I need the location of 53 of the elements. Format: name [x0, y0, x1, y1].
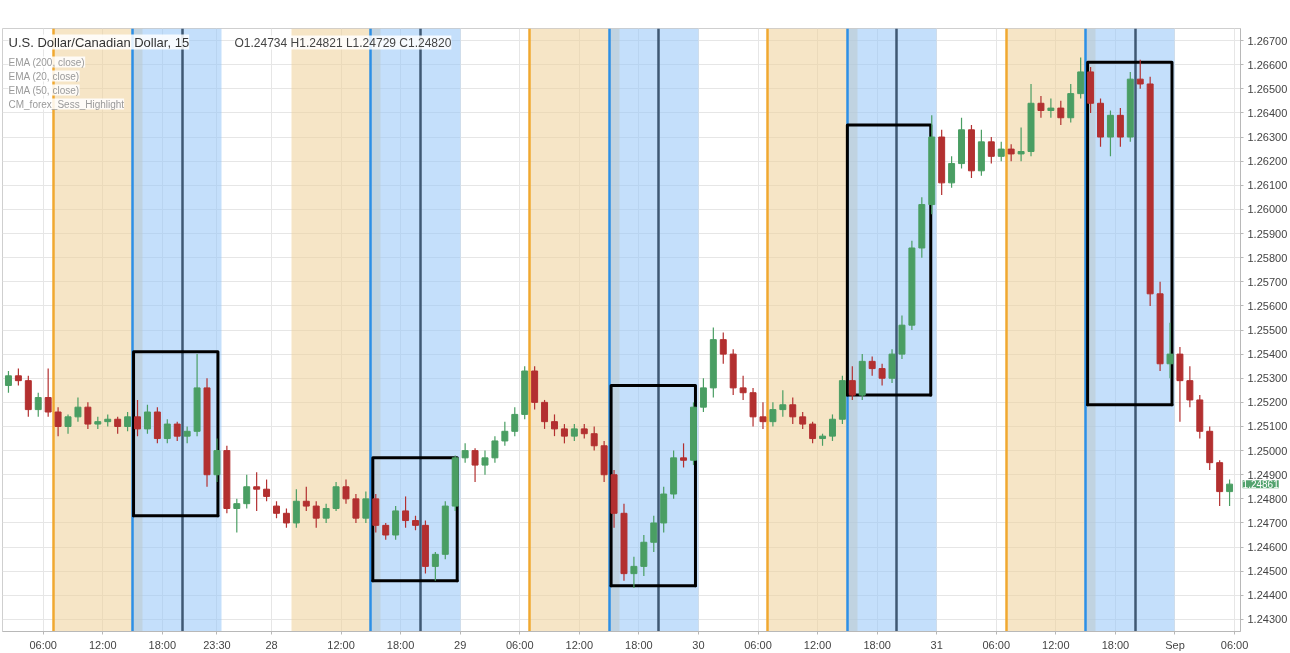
y-tick-label: 1.25600 [1247, 299, 1288, 312]
annotation: EMA (200, close) [8, 56, 85, 68]
x-tick-label: 12:00 [327, 638, 355, 651]
y-tick-label: 1.26000 [1247, 203, 1288, 216]
y-tick-label: 1.26500 [1247, 82, 1288, 95]
x-tick-label: 06:00 [29, 638, 57, 651]
x-tick-label: 30 [692, 638, 705, 651]
y-tick-label: 1.25700 [1247, 275, 1288, 288]
x-tick-label: 12:00 [1042, 638, 1070, 651]
y-tick-label: 1.24600 [1247, 541, 1288, 554]
x-tick-label: 06:00 [505, 638, 534, 651]
x-tick-label: 12:00 [803, 638, 832, 651]
x-tick-label: 06:00 [744, 638, 772, 651]
x-tick-label: 23:30 [203, 638, 231, 651]
y-tick-label: 1.24800 [1247, 492, 1288, 505]
x-tick-label: 18:00 [386, 638, 415, 651]
y-tick-label: 1.24300 [1247, 613, 1288, 626]
y-tick-label: 1.25300 [1247, 372, 1288, 385]
x-tick-label: 18:00 [863, 638, 891, 651]
y-tick-label: 1.26300 [1247, 131, 1288, 144]
annotation: 1.24861 [1242, 479, 1280, 491]
y-tick-label: 1.24400 [1247, 589, 1288, 602]
y-tick-label: 1.25900 [1247, 227, 1288, 240]
y-tick-label: 1.26100 [1247, 179, 1288, 192]
y-tick-label: 1.25200 [1247, 396, 1288, 409]
y-tick-label: 1.25000 [1247, 444, 1288, 457]
x-tick-label: 06:00 [982, 638, 1011, 651]
x-tick-label: 18:00 [1101, 638, 1130, 651]
text: U.S. Dollar/Canadian Dollar, 15 [8, 34, 190, 50]
x-tick-label: 18:00 [148, 638, 177, 651]
x-tick-label: 28 [265, 638, 278, 651]
x-tick-label: 31 [930, 638, 943, 651]
y-tick-label: 1.25500 [1247, 324, 1288, 336]
x-tick-label: 29 [454, 638, 467, 651]
text: O1.24734 H1.24821 L1.24729 C1.24820 [234, 35, 452, 50]
y-tick-label: 1.24900 [1247, 468, 1288, 481]
x-tick-label: 06:00 [1220, 638, 1249, 651]
y-tick-label: 1.24700 [1247, 516, 1288, 529]
x-tick-label: 12:00 [565, 638, 594, 651]
y-tick-label: 1.26700 [1247, 34, 1288, 47]
y-tick-label: 1.24500 [1247, 565, 1288, 578]
annotation: CM_forex_Sess_Highlight [8, 98, 125, 110]
y-tick-label: 1.25800 [1247, 251, 1288, 264]
x-tick-label: 12:00 [89, 638, 117, 651]
annotation: EMA (20, close) [8, 70, 80, 82]
x-tick-label: 18:00 [625, 638, 653, 651]
y-tick-label: 1.25400 [1247, 348, 1288, 361]
x-tick-label: Sep [1165, 638, 1185, 651]
annotation: EMA (50, close) [8, 84, 80, 96]
y-tick-label: 1.26600 [1247, 58, 1288, 71]
y-tick-label: 1.25100 [1247, 420, 1288, 433]
y-tick-label: 1.26400 [1247, 106, 1288, 119]
y-tick-label: 1.26200 [1247, 155, 1288, 168]
